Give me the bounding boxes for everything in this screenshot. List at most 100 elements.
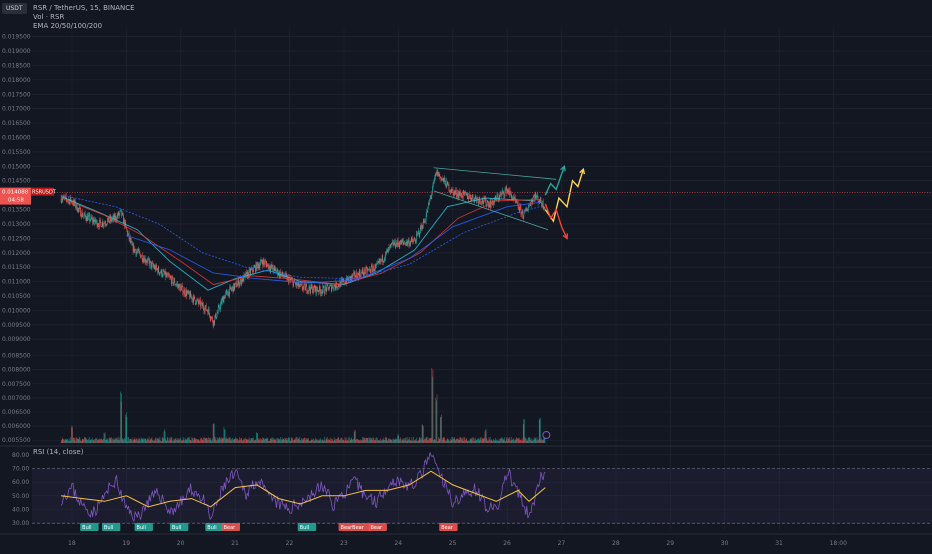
candle-body	[224, 297, 225, 302]
volume-tick-label: 0.007500	[2, 381, 31, 388]
volume-bar	[117, 440, 118, 443]
volume-bar	[254, 441, 255, 443]
candle-body	[425, 221, 426, 222]
volume-bar	[467, 441, 468, 443]
candle-body	[388, 247, 389, 252]
volume-bar	[476, 440, 477, 443]
volume-bar	[396, 438, 397, 443]
candle-body	[215, 314, 216, 317]
volume-bar	[108, 441, 109, 443]
candle-body	[337, 287, 338, 288]
candle-body	[505, 189, 506, 190]
volume-bar	[481, 437, 482, 443]
volume-bar	[381, 440, 382, 443]
volume-bar	[543, 440, 544, 443]
volume-tick-label: 0.006000	[2, 423, 31, 430]
volume-bar	[308, 438, 309, 443]
volume-bar	[316, 440, 317, 443]
volume-bar	[364, 438, 365, 443]
candle-body	[223, 298, 224, 303]
candle-body	[229, 287, 230, 295]
candle-body	[201, 303, 202, 306]
volume-bar	[266, 439, 267, 443]
volume-bar	[534, 439, 535, 443]
candle-body	[336, 282, 337, 288]
candle-body	[104, 223, 105, 224]
volume-bar	[142, 439, 143, 443]
volume-bar	[149, 441, 150, 443]
candle-body	[544, 207, 545, 208]
volume-tick-label: 0.008500	[2, 353, 31, 360]
volume-bar	[61, 441, 62, 443]
volume-bar	[225, 429, 226, 443]
candle-body	[444, 178, 445, 181]
volume-bar	[137, 438, 138, 443]
time-tick-label: 23	[340, 540, 348, 547]
volume-bar	[353, 439, 354, 443]
time-tick-label: 18:00	[830, 540, 847, 547]
volume-bar	[159, 440, 160, 443]
volume-bar	[134, 437, 135, 443]
volume-bar	[466, 438, 467, 443]
volume-bar	[91, 440, 92, 443]
candle-body	[152, 263, 153, 267]
volume-bar	[438, 437, 439, 443]
candle-body	[302, 289, 303, 290]
symbol-line: RSR / TetherUS, 15, BINANCE	[33, 4, 135, 12]
candle-body	[302, 285, 303, 289]
volume-bar	[400, 437, 401, 443]
candle-body	[500, 194, 501, 195]
candle-body	[123, 215, 124, 224]
candle-body	[366, 268, 367, 269]
volume-bar	[132, 441, 133, 443]
candle-body	[209, 309, 210, 313]
candle-body	[452, 189, 453, 192]
volume-bar	[490, 441, 491, 443]
volume-bar	[210, 440, 211, 443]
volume-bar	[533, 440, 534, 443]
candle-body	[394, 240, 395, 244]
candle-body	[366, 268, 367, 273]
candle-body	[61, 198, 62, 202]
volume-bar	[271, 438, 272, 443]
price-tick-label: 0.010500	[2, 293, 31, 300]
currency-badge[interactable]: USDT	[2, 3, 27, 14]
candle-body	[240, 278, 241, 281]
volume-bar	[540, 418, 541, 443]
volume-bar	[498, 441, 499, 443]
volume-bar	[96, 438, 97, 443]
volume-bar	[402, 440, 403, 443]
volume-bar	[182, 440, 183, 443]
candle-body	[372, 266, 373, 272]
candle-body	[461, 195, 462, 197]
candle-body	[365, 268, 366, 273]
candle-body	[139, 249, 140, 251]
candle-body	[354, 273, 355, 278]
volume-bar	[464, 437, 465, 443]
candle-body	[358, 274, 359, 278]
volume-bar	[487, 441, 488, 443]
volume-bar	[297, 437, 298, 443]
volume-bar	[393, 439, 394, 443]
candle-body	[282, 272, 283, 274]
volume-bar	[305, 440, 306, 443]
volume-bar	[264, 440, 265, 443]
volume-bar	[78, 439, 79, 443]
candle-body	[458, 193, 459, 197]
candle-body	[247, 272, 248, 273]
candle-body	[197, 300, 198, 301]
volume-bar	[172, 438, 173, 443]
volume-bar	[89, 441, 90, 443]
candle-body	[442, 179, 443, 180]
candle-body	[437, 170, 438, 176]
candle-body	[133, 244, 134, 252]
candle-body	[360, 272, 361, 276]
candle-body	[436, 172, 437, 176]
time-tick-label: 28	[612, 540, 620, 547]
candle-body	[157, 269, 158, 273]
volume-bar	[349, 437, 350, 443]
candle-body	[183, 292, 184, 293]
volume-bar	[411, 441, 412, 443]
